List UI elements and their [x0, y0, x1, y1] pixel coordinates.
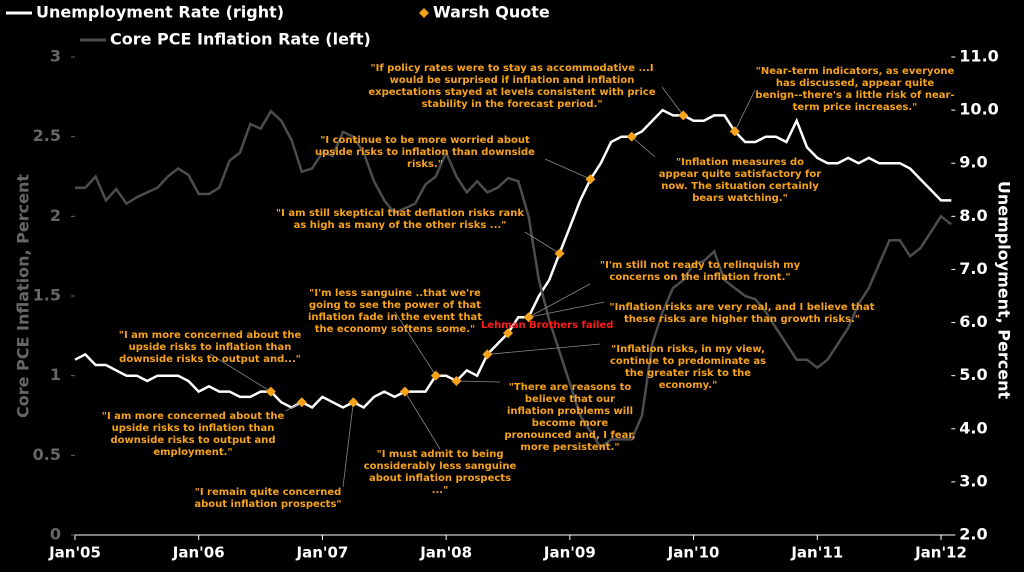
x-tick-label: Jan'07: [295, 544, 348, 562]
quote-annotation: "Near-term indicators, as everyone has d…: [755, 66, 955, 113]
quote-marker: [523, 312, 534, 323]
connector: [528, 301, 605, 318]
quote-marker: [626, 131, 637, 142]
y2-tick-label: 3.0: [959, 471, 987, 490]
y-tick-label: 3: [50, 47, 61, 66]
y-tick-label: 0.5: [33, 445, 61, 464]
connector: [661, 86, 684, 116]
y2-tick-label: 7.0: [959, 259, 987, 278]
quote-marker: [348, 397, 359, 408]
y-tick-label: 2: [50, 206, 61, 225]
connector: [487, 343, 601, 355]
connector: [404, 391, 441, 450]
quote-marker: [503, 328, 513, 339]
connector: [631, 136, 656, 158]
y-tick-label: 1: [50, 365, 61, 384]
quote-annotation: "I'm still not ready to relinquish my co…: [599, 260, 801, 283]
connector: [342, 402, 354, 488]
quote-annotation: "I remain quite concerned about inflatio…: [194, 487, 342, 510]
quote-marker: [554, 248, 565, 259]
quote-marker: [430, 370, 441, 381]
quote-annotation: "There are reasons to believe that our i…: [504, 382, 636, 453]
y-tick-label: 1.5: [33, 286, 61, 305]
connector: [209, 353, 272, 392]
x-tick-label: Jan'10: [667, 544, 720, 562]
connector: [528, 283, 591, 318]
quote-marker: [265, 386, 276, 397]
y2-tick-label: 10.0: [959, 100, 998, 119]
quote-annotation: "I am more concerned about the upside ri…: [101, 411, 285, 458]
quote-annotation: "If policy rates were to stay as accommo…: [368, 63, 656, 110]
quote-annotation: "Inflation risks are very real, and I be…: [609, 302, 875, 325]
y2-axis-label: Unemployment, Percent: [995, 181, 1014, 400]
connector: [394, 311, 437, 376]
series-line: [74, 108, 952, 410]
event-label: Lehman Brothers failed: [481, 320, 614, 331]
legend-label: Warsh Quote: [433, 3, 550, 22]
quote-annotation: "Inflation measures do appear quite sati…: [658, 157, 822, 204]
y2-tick-label: 5.0: [959, 365, 987, 384]
connector: [456, 380, 501, 383]
quote-annotation: "Inflation risks, in my view, continue t…: [609, 344, 767, 391]
y2-tick-label: 9.0: [959, 153, 987, 172]
connector: [734, 89, 756, 132]
x-tick-label: Jan'11: [790, 544, 843, 562]
quote-marker: [451, 375, 462, 386]
y2-tick-label: 6.0: [959, 312, 987, 331]
quote-annotation: "I must admit to being considerably less…: [363, 449, 517, 496]
y-tick-label: 2.5: [33, 126, 61, 145]
quote-marker: [729, 126, 740, 137]
series-line: [75, 109, 953, 450]
x-tick-label: Jan'09: [543, 544, 596, 562]
quote-marker: [482, 349, 493, 360]
connector: [544, 158, 591, 180]
y-tick-label: 0: [50, 525, 61, 544]
x-tick-label: Jan'12: [914, 544, 967, 562]
connector: [524, 231, 560, 254]
x-tick-label: Jan'06: [172, 544, 225, 562]
quote-marker: [296, 397, 307, 408]
legend-label: Core PCE Inflation Rate (left): [110, 30, 371, 49]
legend-marker: [419, 8, 429, 18]
x-tick-label: Jan'08: [419, 544, 472, 562]
y-axis-label: Core PCE Inflation, Percent: [14, 174, 33, 418]
quote-annotation: "I am still skeptical that deflation ris…: [275, 208, 525, 231]
quote-annotation: "I am more concerned about the upside ri…: [118, 330, 302, 365]
legend-label: Unemployment Rate (right): [36, 3, 284, 22]
x-tick-label: Jan'05: [48, 544, 101, 562]
y2-tick-label: 8.0: [959, 206, 987, 225]
quote-marker: [585, 174, 596, 185]
y2-tick-label: 4.0: [959, 418, 987, 437]
quote-annotation: "I continue to be more worried about ups…: [315, 135, 535, 170]
y2-tick-label: 11.0: [959, 47, 998, 66]
quote-annotation: "I'm less sanguine ..that we're going to…: [308, 288, 482, 335]
quote-marker: [399, 386, 410, 397]
y2-tick-label: 2.0: [959, 525, 987, 544]
quote-marker: [678, 110, 689, 121]
